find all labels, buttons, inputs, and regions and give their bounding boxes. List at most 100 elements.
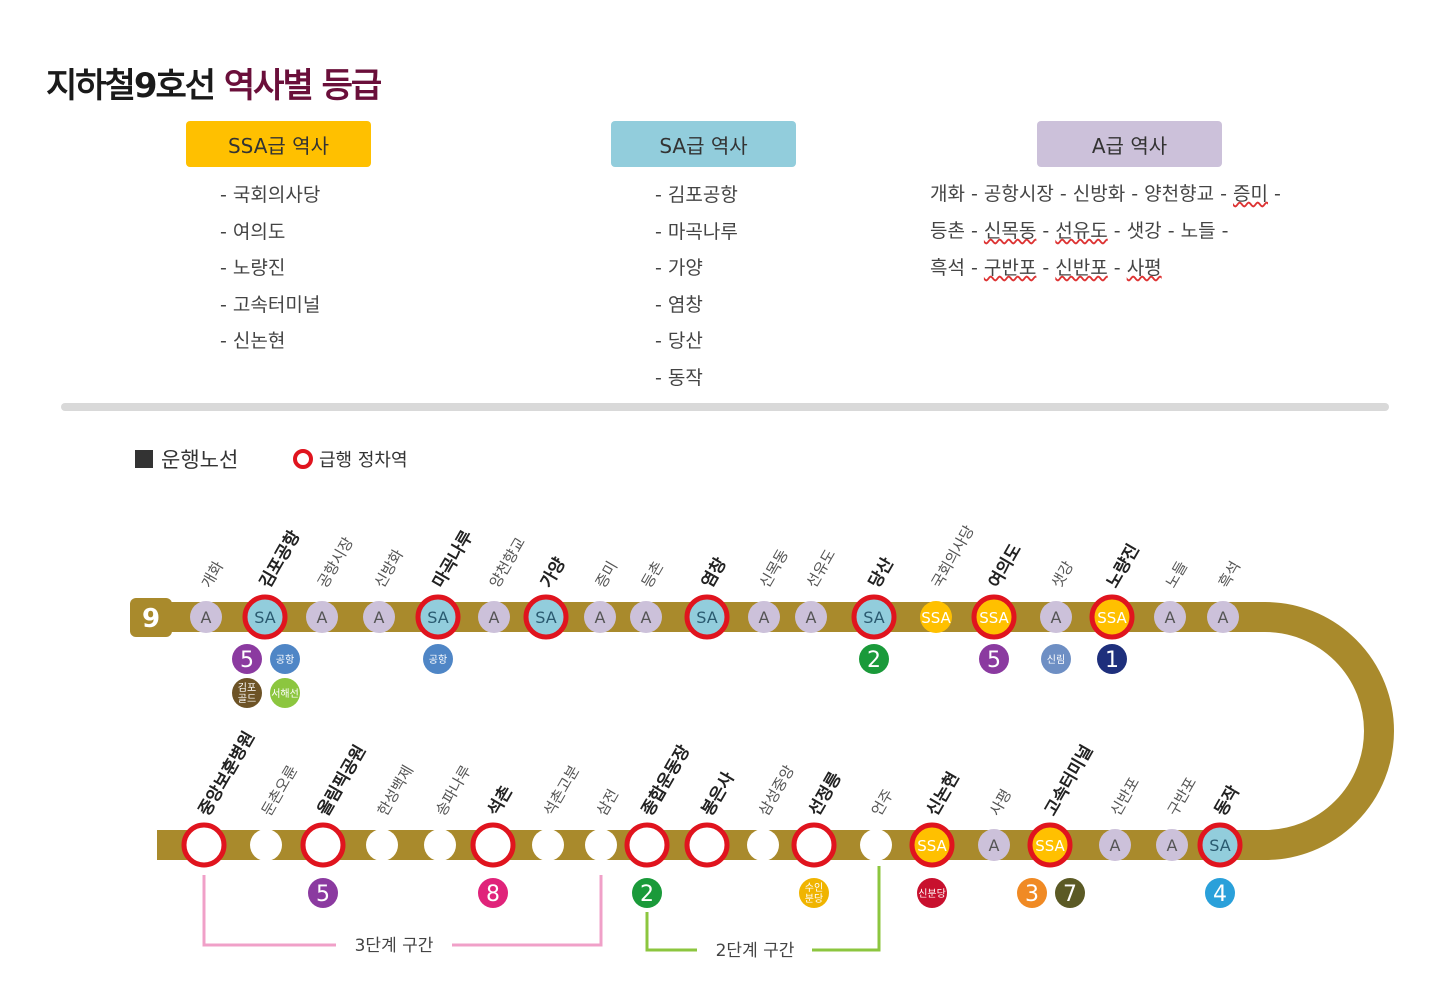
section-divider — [61, 403, 1389, 411]
station-grade-label: A — [989, 836, 1000, 855]
station-name: 종합운동장 — [637, 741, 694, 820]
list-item: - 노량진 — [220, 257, 286, 279]
station-marker — [795, 601, 827, 633]
list-item: - 김포공항 — [655, 184, 738, 206]
title-line-name: 지하철9호선 — [46, 66, 216, 106]
station-marker — [363, 601, 395, 633]
station-name: 당산 — [865, 554, 898, 591]
station-name: 국회의사당 — [928, 522, 978, 591]
station-grade-label: A — [1165, 608, 1176, 627]
station-name: 양천향교 — [486, 534, 529, 591]
a-station-name: 선유도 — [1055, 220, 1108, 242]
station-grade-label: SSA — [1035, 837, 1065, 855]
station-name: 고속터미널 — [1041, 742, 1097, 820]
transfer-line-badge — [270, 644, 300, 674]
station-grade-label: A — [374, 608, 385, 627]
station-marker — [1089, 594, 1135, 640]
transfer-line-badge — [1205, 878, 1235, 908]
station-name: 신목동 — [756, 546, 792, 591]
list-item: - 동작 — [655, 366, 703, 389]
transfer-line-badge — [232, 644, 262, 674]
track-line — [150, 602, 1394, 860]
station-grade-label: A — [1167, 836, 1178, 855]
transfer-line-label: 4 — [1213, 882, 1227, 907]
transfer-line-label: 신림 — [1047, 654, 1065, 666]
station-marker — [1027, 822, 1073, 868]
list-item: - 신논현 — [220, 330, 286, 352]
station-marker — [1207, 601, 1239, 633]
transfer-line-label: 서해선 — [271, 687, 299, 700]
transfer-line-badge — [423, 644, 453, 674]
transfer-line-badge — [1097, 644, 1127, 674]
transfer-line-label: 5 — [240, 648, 254, 673]
station-name: 신방화 — [371, 546, 407, 591]
station-name: 언주 — [868, 786, 897, 819]
station-marker — [415, 594, 461, 640]
station-name: 증미 — [592, 558, 621, 591]
section-bracket-3 — [202, 875, 603, 947]
station-name: 삼성중앙 — [755, 762, 798, 819]
station-marker — [306, 601, 338, 633]
station-marker — [748, 601, 780, 633]
station-grade-label: A — [806, 608, 817, 627]
station-marker — [424, 829, 456, 861]
transfer-line-label: 5 — [987, 648, 1001, 673]
station-marker — [851, 594, 897, 640]
page-title: 지하철9호선 역사별 등급 — [46, 58, 382, 107]
station-grade-label: A — [1110, 836, 1121, 855]
transfer-line-badge — [1041, 644, 1071, 674]
station-name: 석촌고분 — [540, 762, 583, 819]
station-marker — [624, 822, 670, 868]
transfer-line-badge — [859, 644, 889, 674]
transfer-line-badge — [799, 878, 829, 908]
a-station-name: 신목동 — [983, 220, 1037, 242]
a-station-name: 신반포 — [1055, 257, 1108, 279]
transfer-line-label: 김포 — [238, 682, 256, 694]
station-grade-label: A — [317, 608, 328, 627]
station-grade-label: A — [759, 608, 770, 627]
list-item: - 가양 — [655, 257, 703, 279]
station-grade-label: SA — [696, 608, 717, 627]
station-name: 선유도 — [803, 546, 839, 591]
station-name: 등촌 — [638, 558, 667, 591]
list-item: - 고속터미널 — [220, 293, 321, 316]
station-name: 염창 — [698, 554, 731, 591]
transfer-line-badge — [478, 878, 508, 908]
a-station-name: 공항시장 — [983, 183, 1054, 205]
station-grade-label: A — [489, 608, 500, 627]
a-station-list: 개화 - 공항시장 - 신방화 - 양천향교 - 증미 - 등촌 - 신목동 -… — [930, 176, 1350, 287]
square-icon — [135, 450, 153, 468]
legend-express: 급행 정차역 — [293, 446, 408, 472]
station-name: 선정릉 — [805, 769, 846, 820]
legend-express-label: 급행 정차역 — [319, 450, 408, 471]
station-name: 올림픽공원 — [314, 742, 370, 820]
ssa-grade-header: SSA급 역사 — [186, 121, 371, 167]
station-grade-label: SA — [863, 608, 884, 627]
a-station-line: 개화 - 공항시장 - 신방화 - 양천향교 - 증미 - — [930, 183, 1281, 205]
list-item: - 국회의사당 — [220, 184, 321, 206]
transfer-line-label: 2 — [867, 648, 881, 673]
transfer-line-label: 1 — [1105, 648, 1119, 673]
station-marker — [860, 829, 892, 861]
station-name: 봉은사 — [698, 769, 739, 820]
station-grade-label: SSA — [921, 609, 951, 627]
a-station-name: 노들 — [1180, 220, 1216, 242]
section-bracket-2 — [645, 866, 881, 952]
station-name: 샛강 — [1048, 558, 1077, 591]
station-marker — [585, 829, 617, 861]
transfer-line-badge — [232, 678, 262, 708]
station-name: 여의도 — [985, 541, 1026, 592]
transfer-line-label: 골드 — [238, 693, 256, 705]
list-item: - 염창 — [655, 293, 703, 316]
station-marker — [584, 601, 616, 633]
station-marker — [478, 601, 510, 633]
a-station-name: 개화 — [930, 183, 965, 205]
transfer-line-label: 분당 — [805, 893, 823, 905]
station-marker — [971, 594, 1017, 640]
a-station-name: 샛강 — [1126, 220, 1162, 242]
list-item: - 마곡나루 — [655, 220, 738, 243]
station-grade-label: SSA — [1097, 609, 1127, 627]
transfer-line-badge — [1055, 878, 1085, 908]
a-station-line: 흑석 - 구반포 - 신반포 - 사평 — [930, 257, 1162, 279]
station-marker — [684, 822, 730, 868]
